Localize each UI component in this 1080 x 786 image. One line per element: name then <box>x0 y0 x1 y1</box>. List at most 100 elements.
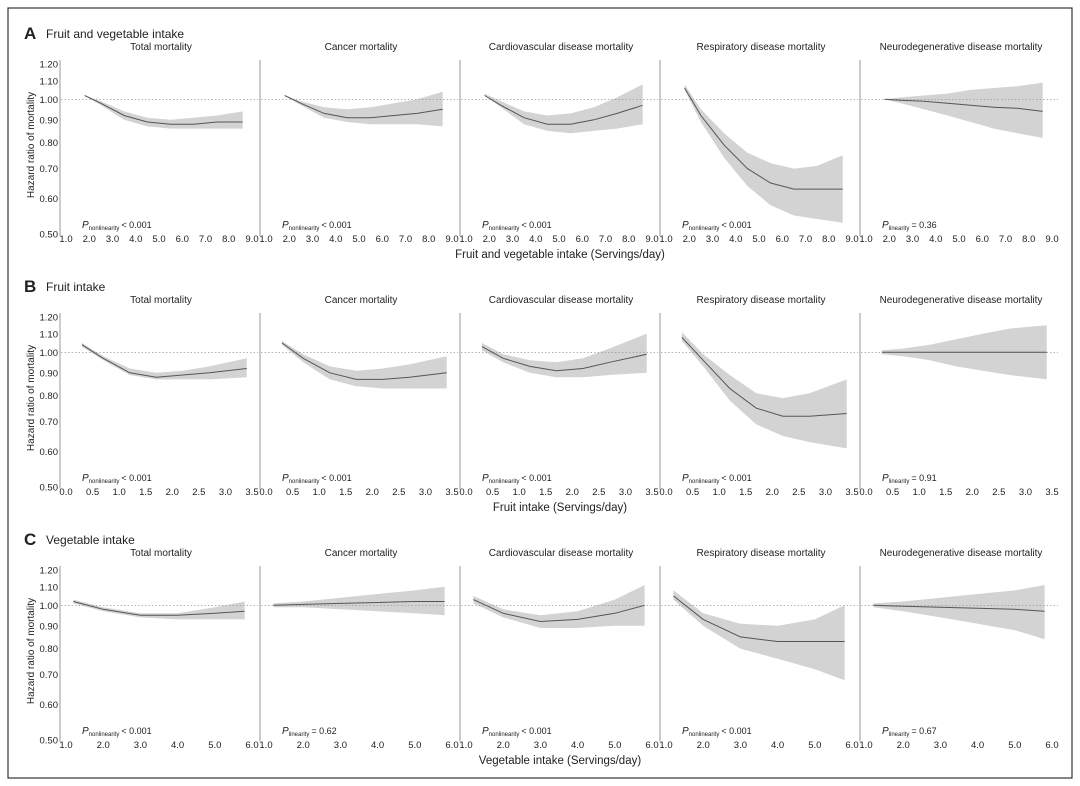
hazard-ratio-line <box>481 346 647 372</box>
p-value: = 0.67 <box>911 726 936 736</box>
panel-C: C Vegetable intake Hazard ratio of mortali… <box>24 530 1059 767</box>
x-tick-label: 8.0 <box>622 234 635 245</box>
y-tick-label: 0.80 <box>40 138 59 149</box>
panel-title: Fruit intake <box>46 280 106 294</box>
x-tick-label: 2.0 <box>166 487 179 498</box>
x-tick-label: 2.0 <box>697 740 710 751</box>
x-tick-label: 1.5 <box>539 487 552 498</box>
x-tick-label: 3.0 <box>706 234 719 245</box>
x-tick-label: 5.0 <box>808 740 821 751</box>
y-tick-label: 0.90 <box>40 621 59 632</box>
x-tick-label: 6.0 <box>976 234 989 245</box>
x-tick-label: 9.0 <box>245 234 258 245</box>
y-tick-label: 0.50 <box>40 736 59 747</box>
x-tick-label: 7.0 <box>599 234 612 245</box>
subplot-title: Cancer mortality <box>325 295 398 306</box>
p-value-annotation: Pnonlinearity < 0.001 <box>682 220 752 232</box>
confidence-band <box>681 332 847 449</box>
hazard-ratio-line <box>81 344 247 378</box>
y-tick-label: 1.10 <box>40 329 59 340</box>
hazard-ratio-line <box>484 95 643 125</box>
subplot-1: Total mortality 1.0 2.0 3.0 4.0 5.0 6.0 7.0 8.0 9… <box>59 42 258 245</box>
x-tick-label: 0.5 <box>686 487 699 498</box>
x-tick-label: 4.0 <box>771 740 784 751</box>
x-tick-label: 1.0 <box>459 740 472 751</box>
subplot-title: Total mortality <box>130 295 192 306</box>
p-symbol: P <box>882 726 889 737</box>
x-tick-label: 3.0 <box>219 487 232 498</box>
figure-frame <box>7 7 1073 779</box>
x-tick-label: 1.5 <box>139 487 152 498</box>
subplot-title: Neurodegenerative disease mortality <box>880 295 1043 306</box>
x-tick-label: 4.0 <box>929 234 942 245</box>
x-axis-label: Fruit and vegetable intake (Servings/day… <box>455 249 665 261</box>
p-value: < 0.001 <box>521 220 551 230</box>
y-tick-label: 0.80 <box>40 391 59 402</box>
x-tick-label: 6.0 <box>576 234 589 245</box>
x-tick-label: 0.5 <box>86 487 99 498</box>
x-tick-label: 4.0 <box>171 740 184 751</box>
x-tick-label: 2.0 <box>766 487 779 498</box>
x-tick-label: 1.0 <box>113 487 126 498</box>
confidence-band <box>473 585 645 628</box>
x-tick-label: 5.0 <box>752 234 765 245</box>
subplot-4: Respiratory disease mortality 1.0 2.0 3.0 4.… <box>659 42 858 245</box>
p-symbol: P <box>282 726 289 737</box>
x-tick-label: 1.0 <box>259 740 272 751</box>
p-value-annotation: Plinearity = 0.67 <box>882 726 937 738</box>
x-tick-label: 5.0 <box>208 740 221 751</box>
y-tick-label: 1.20 <box>40 565 59 576</box>
subplot-1: Total mortality 1.0 2.0 3.0 4.0 5.0 6.0 Pnonlin… <box>59 548 258 751</box>
p-symbol: P <box>482 473 489 484</box>
subplot-title: Cancer mortality <box>325 548 398 559</box>
x-tick-label: 1.0 <box>859 234 872 245</box>
p-symbol: P <box>882 220 889 231</box>
confidence-band <box>284 91 443 127</box>
x-tick-label: 0.0 <box>259 487 272 498</box>
x-tick-label: 6.0 <box>1045 740 1058 751</box>
x-tick-label: 9.0 <box>845 234 858 245</box>
p-value-annotation: Plinearity = 0.91 <box>882 473 937 485</box>
x-tick-label: 2.5 <box>992 487 1005 498</box>
x-tick-label: 3.0 <box>134 740 147 751</box>
x-tick-label: 2.0 <box>883 234 896 245</box>
y-tick-label: 0.80 <box>40 644 59 655</box>
x-tick-label: 6.0 <box>245 740 258 751</box>
confidence-band <box>684 84 843 223</box>
x-tick-label: 2.0 <box>83 234 96 245</box>
x-tick-label: 3.0 <box>306 234 319 245</box>
p-subscript: linearity <box>889 732 910 738</box>
subplot-title: Cardiovascular disease mortality <box>489 42 634 53</box>
y-tick-label: 0.90 <box>40 115 59 126</box>
x-tick-label: 2.0 <box>283 234 296 245</box>
p-value: < 0.001 <box>121 473 151 483</box>
x-tick-label: 3.5 <box>845 487 858 498</box>
x-tick-label: 2.5 <box>592 487 605 498</box>
x-tick-label: 3.0 <box>419 487 432 498</box>
x-tick-label: 4.0 <box>729 234 742 245</box>
p-subscript: nonlinearity <box>289 226 320 232</box>
p-value-annotation: Plinearity = 0.62 <box>282 726 337 738</box>
p-value: < 0.001 <box>521 473 551 483</box>
p-value-annotation: Pnonlinearity < 0.001 <box>482 726 552 738</box>
x-tick-label: 0.0 <box>459 487 472 498</box>
p-subscript: nonlinearity <box>289 479 320 485</box>
p-value: < 0.001 <box>321 220 351 230</box>
x-tick-label: 1.0 <box>659 234 672 245</box>
x-tick-label: 6.0 <box>645 740 658 751</box>
x-tick-label: 9.0 <box>645 234 658 245</box>
x-tick-label: 5.0 <box>408 740 421 751</box>
subplot-2: Cancer mortality 1.0 2.0 3.0 4.0 5.0 6.0 Plinea… <box>259 548 458 751</box>
x-tick-label: 0.0 <box>659 487 672 498</box>
hazard-ratio-line <box>873 604 1045 612</box>
panel-letter: A <box>24 24 36 43</box>
y-tick-label: 1.00 <box>40 348 59 359</box>
x-tick-label: 9.0 <box>1045 234 1058 245</box>
confidence-band <box>273 586 445 616</box>
x-tick-label: 1.5 <box>739 487 752 498</box>
subplot-4: Respiratory disease mortality 0.0 0.5 1.0 1.… <box>659 295 858 498</box>
subplot-title: Respiratory disease mortality <box>697 42 826 53</box>
p-subscript: nonlinearity <box>489 226 520 232</box>
y-tick-label: 1.00 <box>40 601 59 612</box>
